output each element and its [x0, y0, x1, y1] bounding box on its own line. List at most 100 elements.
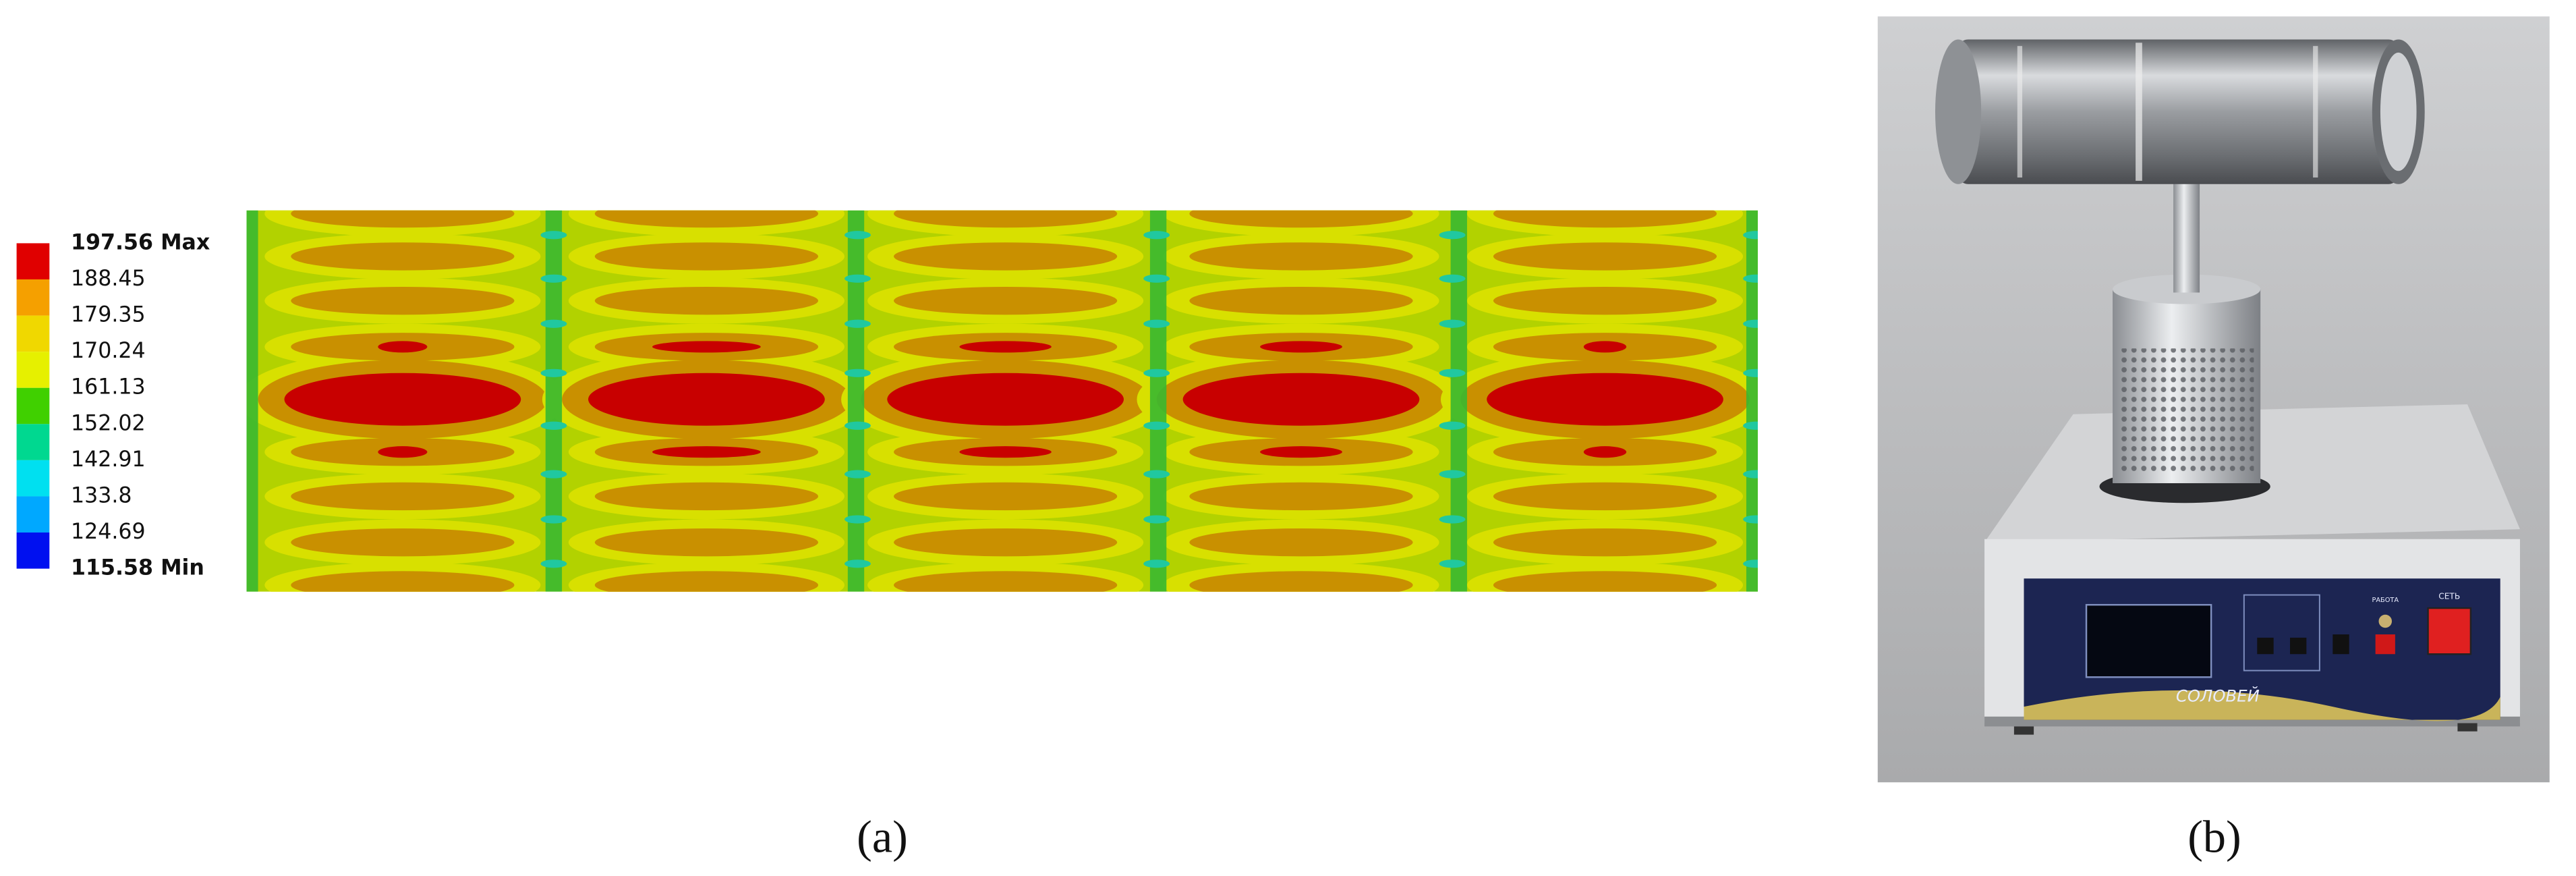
contour-band [894, 242, 1118, 271]
contour-band [1487, 373, 1723, 426]
contour-band [1439, 231, 1466, 240]
device-photo: СОЛОВЕЙ СЕТЬ РАБОТА [1877, 16, 2550, 783]
contour-band [594, 528, 819, 557]
contour-band [894, 571, 1118, 592]
contour-band [652, 341, 761, 353]
contour-band [1143, 319, 1170, 328]
contour-band [1189, 571, 1413, 592]
contour-band [844, 559, 871, 568]
contour-band [594, 571, 818, 592]
contour-band [1743, 231, 1758, 240]
contour-band [1260, 341, 1342, 353]
contour-band [291, 482, 515, 511]
legend-swatch [16, 496, 50, 533]
contour-band [588, 373, 825, 426]
legend: 197.56 Max 188.45 179.35 170.24 161.13 152.02… [16, 230, 210, 580]
device-label: СОЛОВЕЙ [2176, 686, 2260, 706]
contour-band [594, 286, 819, 315]
contour-band [1189, 210, 1413, 228]
contour-band [1143, 368, 1170, 377]
contour-band [291, 242, 515, 271]
contour-band [1493, 571, 1717, 592]
contour-band [540, 368, 567, 377]
contour-band [540, 274, 567, 283]
contour-band [1743, 515, 1758, 524]
contour-band [540, 319, 567, 328]
legend-label: 115.58 Min [71, 556, 204, 580]
contour-band [894, 528, 1118, 557]
contour-band [540, 421, 567, 430]
device-label: СЕТЬ [2438, 592, 2460, 601]
foot [2457, 723, 2478, 732]
contour-band [1143, 421, 1170, 430]
contour-band [540, 515, 567, 524]
legend-label: 161.13 [71, 375, 146, 400]
contour-band [1143, 274, 1170, 283]
contour-band [844, 470, 871, 478]
contour-band [1143, 231, 1170, 240]
contour-band [1439, 421, 1466, 430]
contour-band [1493, 210, 1717, 228]
foot [2013, 726, 2034, 735]
contour-band [1182, 373, 1420, 426]
contour-band [540, 231, 567, 240]
contour-band [1439, 274, 1466, 283]
button-group [2243, 594, 2320, 672]
contour-band [1143, 515, 1170, 524]
contour-band [1439, 368, 1466, 377]
cylinder-groove [2313, 46, 2318, 178]
contour-seam [1746, 210, 1758, 592]
contour-band [594, 242, 819, 271]
contour-band [291, 286, 515, 315]
contour-band [844, 274, 871, 283]
legend-label: 152.02 [71, 411, 146, 435]
contour-band [1743, 274, 1758, 283]
contour-band [1743, 319, 1758, 328]
contour-seam [545, 210, 563, 592]
contour-band [894, 286, 1118, 315]
legend-swatch [16, 460, 50, 497]
contour-seam [1149, 210, 1167, 592]
contour-band [894, 482, 1118, 511]
legend-swatch [16, 387, 50, 425]
contour-band [594, 210, 818, 228]
contour-band [887, 373, 1124, 426]
contour-band [1439, 559, 1466, 568]
device-label: РАБОТА [2372, 597, 2399, 604]
indicator [2378, 614, 2393, 628]
contour-band [1189, 482, 1413, 511]
legend-swatch [16, 352, 50, 388]
cylinder-end [1935, 39, 1982, 184]
contour-band [1743, 421, 1758, 430]
contour-band [540, 470, 567, 478]
contour-band [1143, 470, 1170, 478]
contour-band [844, 368, 871, 377]
contour-band [1493, 286, 1717, 315]
button [2332, 634, 2349, 655]
contour-band [1439, 470, 1466, 478]
contour-band [1439, 515, 1466, 524]
cylinder [1958, 39, 2399, 184]
contour-band [378, 341, 428, 353]
contour-band [1743, 470, 1758, 478]
cylinder-groove [2017, 46, 2023, 178]
contour-band [1743, 368, 1758, 377]
legend-label: 197.56 Max [71, 230, 210, 254]
legend-label: 188.45 [71, 267, 146, 291]
legend-swatch [16, 532, 50, 569]
housing-holes [2119, 348, 2254, 474]
contour-plot [246, 210, 1758, 592]
contour-seam [1450, 210, 1467, 592]
contour-band [1493, 242, 1717, 271]
legend-label: 133.8 [71, 483, 132, 508]
legend-label: 124.69 [71, 520, 146, 544]
contour-band [1583, 341, 1627, 353]
contour-band [1493, 528, 1717, 557]
legend-swatch [16, 279, 50, 316]
contour-band [652, 446, 761, 458]
contour-band [291, 210, 515, 228]
contour-band [594, 482, 819, 511]
cylinder-groove [2136, 43, 2142, 181]
